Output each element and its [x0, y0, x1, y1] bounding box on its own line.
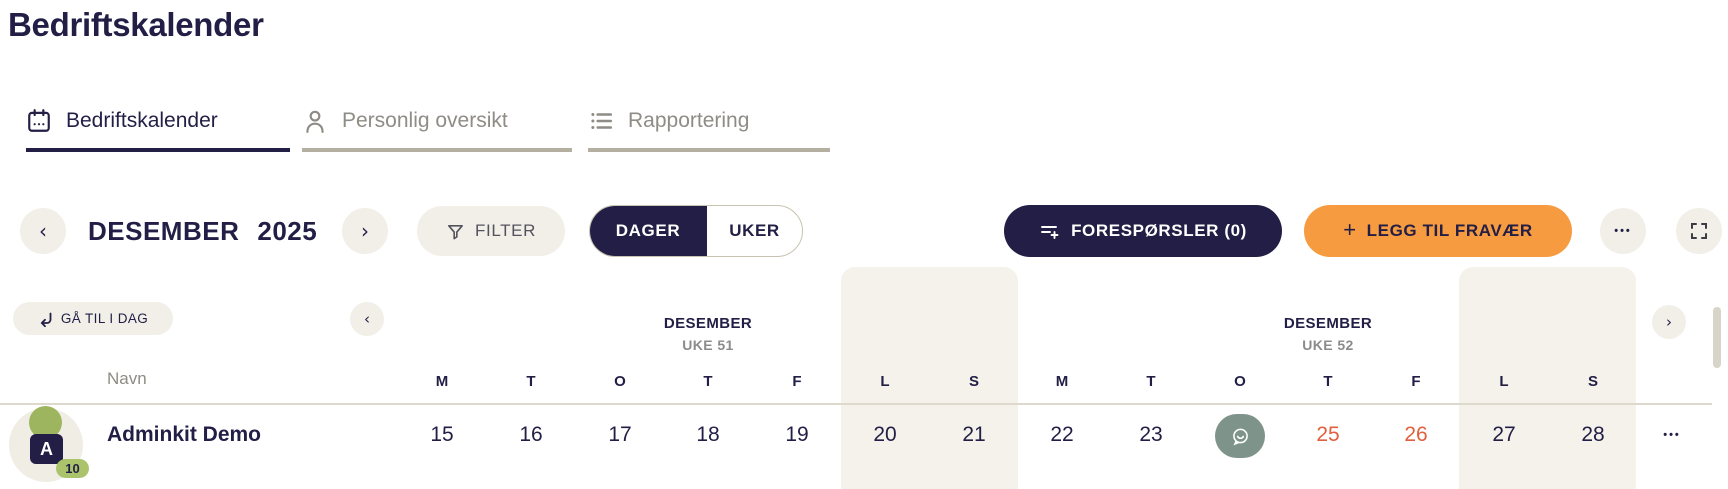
header-divider [0, 403, 1712, 405]
tab-label: Rapportering [628, 109, 750, 132]
requests-button[interactable]: FORESPØRSLER (0) [1004, 205, 1282, 257]
page-title: Bedriftskalender [8, 6, 264, 43]
day-letter: T [703, 373, 713, 390]
day-letter: F [1411, 373, 1421, 390]
requests-label: FORESPØRSLER (0) [1071, 221, 1247, 240]
week52-month: DESEMBER [1283, 315, 1373, 332]
month-name: DESEMBER [88, 215, 240, 246]
weekend-highlight-week52 [1459, 267, 1636, 489]
day-letter: F [792, 373, 802, 390]
date-cell[interactable]: 23 [1139, 423, 1163, 446]
date-cell[interactable]: 22 [1050, 423, 1074, 446]
chat-smile-icon [1232, 428, 1248, 445]
day-letter: O [1234, 373, 1246, 390]
person-icon [306, 110, 324, 133]
date-cell[interactable]: 18 [696, 423, 720, 446]
more-options-button[interactable]: ••• [1600, 208, 1646, 254]
filter-button[interactable]: FILTER [417, 206, 565, 256]
week51-month: DESEMBER [663, 315, 753, 332]
chevron-right-icon: › [361, 219, 369, 243]
tab-bedriftskalender[interactable]: Bedriftskalender [26, 94, 290, 152]
calendar-prev-button[interactable]: ‹ [350, 302, 384, 336]
view-toggle[interactable]: DAGER UKER [589, 205, 803, 257]
tab-label: Bedriftskalender [66, 109, 218, 132]
week52-label: UKE 52 [1302, 337, 1354, 353]
next-month-button[interactable]: › [342, 208, 388, 254]
day-letter: S [968, 373, 979, 390]
day-letter: L [1499, 373, 1509, 390]
plus-icon: + [1343, 217, 1357, 242]
current-month-title: DESEMBER 2025 [88, 206, 317, 256]
employee-name: Adminkit Demo [107, 423, 262, 446]
vertical-scrollbar[interactable] [1713, 307, 1721, 368]
day-letter: S [1587, 373, 1598, 390]
row-more-button[interactable]: ••• [1663, 429, 1681, 441]
absence-request-marker[interactable] [1215, 414, 1265, 458]
date-cell[interactable]: 16 [519, 423, 543, 446]
avatar-head-icon [29, 406, 62, 439]
date-cell[interactable]: 21 [962, 423, 986, 446]
year: 2025 [257, 215, 318, 246]
date-cell[interactable]: 20 [873, 423, 897, 446]
date-cell[interactable]: 28 [1581, 423, 1605, 446]
ellipsis-icon: ••• [1614, 225, 1632, 237]
chevron-left-icon: ‹ [39, 219, 47, 243]
avatar-count-badge: 10 [56, 459, 89, 478]
fullscreen-icon [1691, 223, 1707, 239]
name-column-header: Navn [107, 369, 147, 388]
tab-rapportering[interactable]: Rapportering [588, 94, 830, 152]
chevron-right-icon: › [1666, 312, 1672, 331]
date-cell[interactable]: 17 [608, 423, 632, 446]
date-cell[interactable]: 15 [430, 423, 454, 446]
day-letter: T [1146, 373, 1156, 390]
day-letter: T [1323, 373, 1333, 390]
add-absence-label: LEGG TIL FRAVÆR [1366, 221, 1533, 240]
weekend-highlight-week51 [841, 267, 1018, 489]
go-to-today-label: GÅ TIL I DAG [60, 311, 149, 326]
avatar-initial: A [30, 434, 63, 464]
list-icon [591, 112, 613, 130]
filter-label: FILTER [475, 221, 536, 240]
week51-label: UKE 51 [682, 337, 734, 353]
date-cell-holiday[interactable]: 26 [1404, 423, 1428, 446]
tab-personlig-oversikt[interactable]: Personlig oversikt [302, 94, 572, 152]
prev-month-button[interactable]: ‹ [20, 208, 66, 254]
list-add-icon [1041, 226, 1059, 239]
undo-icon [40, 312, 52, 327]
date-cell[interactable]: 27 [1492, 423, 1516, 446]
fullscreen-button[interactable] [1676, 208, 1722, 254]
toggle-days[interactable]: DAGER [590, 206, 707, 256]
add-absence-button[interactable]: + LEGG TIL FRAVÆR [1304, 205, 1572, 257]
funnel-icon [448, 224, 464, 239]
calendar-next-button[interactable]: › [1652, 305, 1686, 339]
day-letter: L [880, 373, 890, 390]
calendar-icon [28, 109, 50, 132]
day-letter: T [526, 373, 536, 390]
chevron-left-icon: ‹ [364, 309, 370, 328]
date-cell[interactable]: 19 [785, 423, 809, 446]
date-cell-holiday[interactable]: 25 [1316, 423, 1340, 446]
tab-label: Personlig oversikt [342, 109, 508, 132]
day-letter: O [614, 373, 626, 390]
go-to-today-button[interactable]: GÅ TIL I DAG [13, 302, 173, 335]
toggle-weeks[interactable]: UKER [729, 221, 780, 240]
day-letter: M [435, 373, 449, 390]
day-letter: M [1055, 373, 1069, 390]
